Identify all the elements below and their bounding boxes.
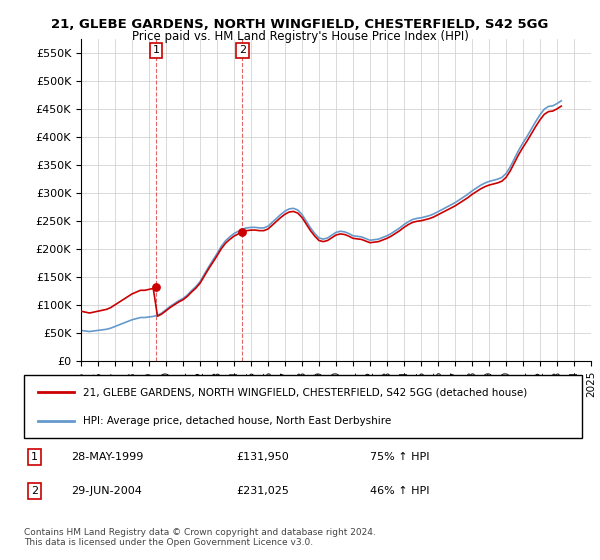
FancyBboxPatch shape: [24, 375, 582, 438]
Text: 21, GLEBE GARDENS, NORTH WINGFIELD, CHESTERFIELD, S42 5GG: 21, GLEBE GARDENS, NORTH WINGFIELD, CHES…: [52, 18, 548, 31]
Text: 29-JUN-2004: 29-JUN-2004: [71, 486, 142, 496]
Text: £131,950: £131,950: [236, 452, 289, 462]
Text: £231,025: £231,025: [236, 486, 289, 496]
Text: 28-MAY-1999: 28-MAY-1999: [71, 452, 144, 462]
Text: 46% ↑ HPI: 46% ↑ HPI: [370, 486, 430, 496]
Text: 1: 1: [152, 45, 160, 55]
Text: HPI: Average price, detached house, North East Derbyshire: HPI: Average price, detached house, Nort…: [83, 416, 391, 426]
Text: 75% ↑ HPI: 75% ↑ HPI: [370, 452, 430, 462]
Text: Contains HM Land Registry data © Crown copyright and database right 2024.
This d: Contains HM Land Registry data © Crown c…: [24, 528, 376, 547]
Text: 1: 1: [31, 452, 38, 462]
Text: 21, GLEBE GARDENS, NORTH WINGFIELD, CHESTERFIELD, S42 5GG (detached house): 21, GLEBE GARDENS, NORTH WINGFIELD, CHES…: [83, 387, 527, 397]
Point: [238, 227, 247, 236]
Point: [151, 283, 161, 292]
Text: 2: 2: [31, 486, 38, 496]
Text: Price paid vs. HM Land Registry's House Price Index (HPI): Price paid vs. HM Land Registry's House …: [131, 30, 469, 43]
Text: 2: 2: [239, 45, 246, 55]
